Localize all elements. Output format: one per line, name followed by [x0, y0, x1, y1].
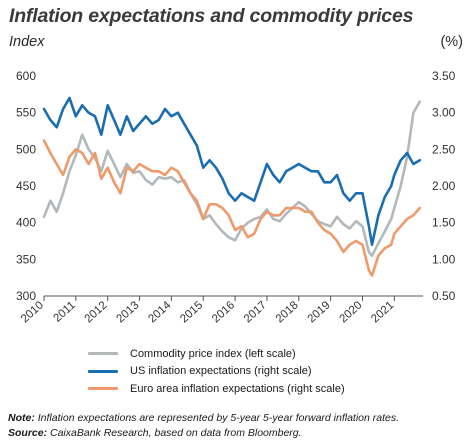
y-right-tick-label: 1.00 [432, 252, 456, 266]
x-tick-label: 2021 [369, 299, 396, 325]
y-left-tick-label: 400 [16, 216, 36, 230]
x-tick-label: 2020 [337, 299, 364, 325]
chart-title: Inflation expectations and commodity pri… [9, 5, 414, 27]
chart-notes: Note: Inflation expectations are represe… [8, 411, 399, 441]
x-tick-label: 2018 [274, 299, 301, 325]
y-left-tick-label: 600 [16, 69, 36, 83]
x-tick-label: 2016 [210, 299, 237, 325]
legend-swatch-commodity [88, 352, 118, 356]
line-chart: 2010 2011 2012 2013 2014 2015 2016 2017 2018 2019… [16, 69, 456, 325]
y-left-tick-label: 350 [16, 252, 36, 266]
note-text: Inflation expectations are represented b… [34, 412, 400, 424]
x-tick-label: 2011 [51, 299, 77, 324]
x-tick-label: 2014 [146, 299, 173, 325]
legend-label-commodity: Commodity price index (left scale) [130, 347, 296, 360]
legend-swatch-us [88, 369, 118, 373]
x-tick-label: 2015 [178, 299, 205, 325]
y-left-tick-label: 300 [16, 289, 36, 303]
legend-item-us: US inflation expectations (right scale) [88, 363, 345, 381]
y-right-tick-label: 0.50 [432, 289, 456, 303]
x-tick-label: 2019 [306, 299, 333, 325]
note-label: Note: [8, 412, 35, 424]
chart-legend: Commodity price index (left scale) US in… [88, 345, 345, 398]
legend-swatch-euro [88, 387, 118, 391]
y-right-tick-label: 3.00 [432, 106, 456, 120]
right-axis-unit: (%) [440, 34, 463, 50]
left-axis-unit: Index [9, 34, 45, 50]
commodity-price-line [42, 100, 422, 257]
legend-item-commodity: Commodity price index (left scale) [88, 345, 345, 363]
euro-inflation-line [42, 139, 422, 277]
source-text: CaixaBank Research, based on data from B… [47, 427, 302, 439]
source-line: Source: CaixaBank Research, based on dat… [8, 426, 399, 441]
y-right-tick-label: 2.50 [432, 142, 456, 156]
legend-label-euro: Euro area inflation expectations (right … [130, 382, 345, 395]
source-label: Source: [8, 427, 48, 439]
x-tick-label: 2017 [242, 299, 269, 325]
legend-label-us: US inflation expectations (right scale) [130, 365, 312, 378]
legend-item-euro: Euro area inflation expectations (right … [88, 380, 345, 398]
us-inflation-line [42, 96, 422, 246]
y-right-tick-label: 1.50 [432, 216, 456, 230]
y-left-tick-label: 550 [16, 106, 36, 120]
y-left-tick-label: 500 [16, 142, 36, 156]
note-line: Note: Inflation expectations are represe… [8, 411, 399, 426]
y-right-tick-label: 3.50 [432, 69, 456, 83]
x-tick-label: 2013 [115, 299, 142, 325]
x-tick-label: 2010 [19, 299, 46, 325]
y-left-tick-label: 450 [16, 179, 36, 193]
chart-series [42, 96, 422, 277]
x-tick-label: 2012 [83, 299, 110, 325]
y-right-tick-label: 2.00 [432, 179, 456, 193]
